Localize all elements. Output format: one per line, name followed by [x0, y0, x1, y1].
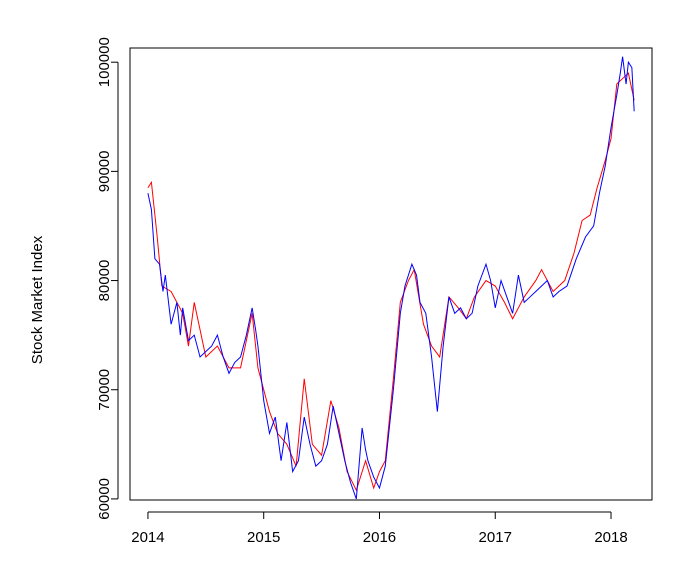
y-tick-label: 100000 — [96, 37, 113, 87]
series-line — [147, 72, 635, 492]
y-tick-label: 70000 — [96, 369, 113, 411]
x-tick-label: 2017 — [479, 529, 512, 546]
x-tick-label: 2014 — [131, 529, 164, 546]
x-tick-label: 2018 — [594, 529, 627, 546]
series-line — [147, 56, 635, 500]
y-axis-label: Stock Market Index — [29, 235, 46, 364]
x-tick-label: 2015 — [247, 529, 280, 546]
y-tick-label: 60000 — [96, 478, 113, 520]
x-tick-label: 2016 — [363, 529, 396, 546]
y-tick-label: 80000 — [96, 260, 113, 302]
y-tick-label: 90000 — [96, 151, 113, 193]
plot-box — [129, 47, 653, 501]
